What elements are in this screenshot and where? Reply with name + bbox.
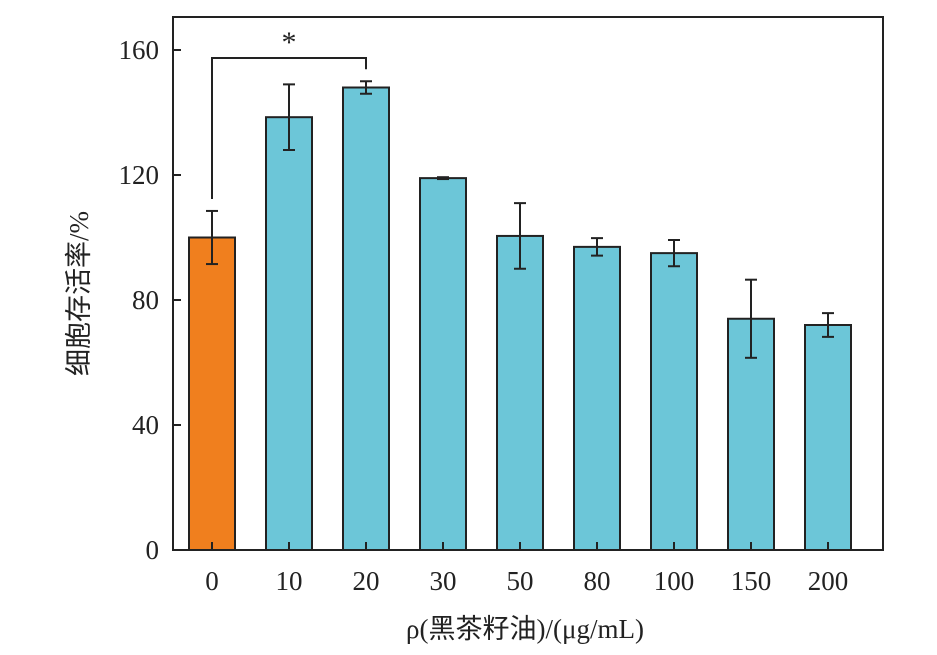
error-bar-80: [591, 237, 603, 257]
x-tick-label-30: 30: [430, 566, 457, 596]
x-axis-ticks: 0 10 20 30 50 80 100 150 200: [205, 542, 848, 596]
x-tick-label-100: 100: [654, 566, 695, 596]
y-tick-label-160: 160: [119, 35, 160, 65]
error-bar-30: [437, 176, 449, 181]
error-bar-20: [360, 80, 372, 95]
error-bars-layer: [206, 80, 834, 359]
error-bar-150: [745, 278, 757, 359]
x-tick-label-50: 50: [507, 566, 534, 596]
error-bar-200: [822, 312, 834, 338]
error-bar-100: [668, 239, 680, 268]
x-tick-label-150: 150: [731, 566, 772, 596]
bar-50: [496, 234, 544, 551]
x-tick-label-10: 10: [276, 566, 303, 596]
x-axis-label: ρ(黑茶籽油)/(μg/mL): [406, 614, 644, 644]
error-bar-0: [206, 209, 218, 266]
y-axis-label: 细胞存活率/%: [64, 211, 94, 376]
plot-frame: [172, 16, 884, 551]
error-bar-50: [514, 202, 526, 270]
bar-0: [188, 236, 236, 551]
significance-line: [211, 57, 367, 199]
y-tick-label-40: 40: [132, 410, 159, 440]
x-tick-label-20: 20: [353, 566, 380, 596]
bar-30: [419, 177, 467, 551]
bar-100: [650, 252, 698, 551]
x-tick-label-200: 200: [808, 566, 849, 596]
y-tick-label-120: 120: [119, 160, 160, 190]
x-tick-label-0: 0: [205, 566, 219, 596]
error-bar-10: [283, 83, 295, 151]
bar-200: [804, 324, 852, 551]
y-tick-label-0: 0: [146, 535, 160, 565]
bar-80: [573, 245, 621, 551]
x-tick-label-80: 80: [584, 566, 611, 596]
bar-10: [265, 116, 313, 551]
y-axis-ticks: 0 40 80 120 160: [119, 35, 181, 565]
y-tick-label-80: 80: [132, 285, 159, 315]
bar-20: [342, 86, 390, 551]
significance-bracket: *: [211, 26, 367, 199]
significance-symbol: *: [282, 26, 297, 59]
